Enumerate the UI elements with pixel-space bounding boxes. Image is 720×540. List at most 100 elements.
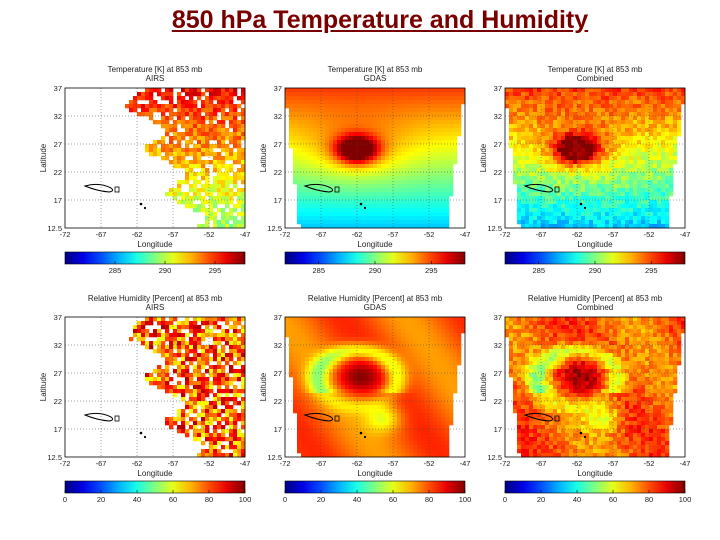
heatmap-cell <box>601 176 606 181</box>
heatmap-cell <box>285 92 290 97</box>
heatmap-cell <box>221 108 226 113</box>
heatmap-cell <box>317 100 322 105</box>
heatmap-cell <box>345 393 350 398</box>
heatmap-cell <box>385 216 390 221</box>
heatmap-cell <box>429 112 434 117</box>
heatmap-cell <box>381 104 386 109</box>
heatmap-cell <box>293 389 298 394</box>
heatmap-cell <box>341 377 346 382</box>
heatmap-cell <box>661 96 666 101</box>
heatmap-cell <box>417 168 422 173</box>
panel-subtitle: Combined <box>577 74 613 83</box>
heatmap-cell <box>189 204 194 209</box>
heatmap-cell <box>237 140 242 145</box>
heatmap-cell <box>313 128 318 133</box>
heatmap-cell <box>349 152 354 157</box>
heatmap-cell <box>621 180 626 185</box>
heatmap-cell <box>641 220 646 225</box>
heatmap-cell <box>349 148 354 153</box>
heatmap-cell <box>365 405 370 410</box>
heatmap-cell <box>601 192 606 197</box>
heatmap-cell <box>437 184 442 189</box>
heatmap-cell <box>237 128 242 133</box>
heatmap-cell <box>577 140 582 145</box>
heatmap-cell <box>553 96 558 101</box>
heatmap-cell <box>589 96 594 101</box>
heatmap-cell <box>297 393 302 398</box>
heatmap-cell <box>629 136 634 141</box>
heatmap-cell <box>373 349 378 354</box>
heatmap-cell <box>409 160 414 165</box>
heatmap-cell <box>293 321 298 326</box>
heatmap-cell <box>673 140 678 145</box>
heatmap-cell <box>645 180 650 185</box>
heatmap-cell <box>429 100 434 105</box>
heatmap-cell <box>301 345 306 350</box>
heatmap-cell <box>185 144 190 149</box>
heatmap-cell <box>193 373 198 378</box>
heatmap-cell <box>417 112 422 117</box>
heatmap-cell <box>629 188 634 193</box>
heatmap-cell <box>445 140 450 145</box>
heatmap-cell <box>193 437 198 442</box>
heatmap-cell <box>305 188 310 193</box>
heatmap-cell <box>205 381 210 386</box>
heatmap-cell <box>645 152 650 157</box>
heatmap-cell <box>609 112 614 117</box>
heatmap-cell <box>429 128 434 133</box>
island-shape <box>139 202 143 206</box>
heatmap-cell <box>237 369 242 374</box>
heatmap-cell <box>581 180 586 185</box>
heatmap-cell <box>525 188 530 193</box>
heatmap-cell <box>329 132 334 137</box>
heatmap-cell <box>317 112 322 117</box>
heatmap-cell <box>177 100 182 105</box>
heatmap-cell <box>629 220 634 225</box>
heatmap-cell <box>157 317 162 322</box>
heatmap-cell <box>609 128 614 133</box>
heatmap-cell <box>321 120 326 125</box>
heatmap-cell <box>533 92 538 97</box>
heatmap-cell <box>565 112 570 117</box>
heatmap-cell <box>653 104 658 109</box>
heatmap-cell <box>609 168 614 173</box>
heatmap-cell <box>313 200 318 205</box>
heatmap-cell <box>633 204 638 209</box>
heatmap-cell <box>157 152 162 157</box>
heatmap-cell <box>289 373 294 378</box>
heatmap-cell <box>569 144 574 149</box>
heatmap-cell <box>637 188 642 193</box>
heatmap-cell <box>537 196 542 201</box>
heatmap-cell <box>381 429 386 434</box>
heatmap-cell <box>409 192 414 197</box>
heatmap-cell <box>561 220 566 225</box>
heatmap-cell <box>193 204 198 209</box>
heatmap-cell <box>225 405 230 410</box>
heatmap-cell <box>641 212 646 217</box>
heatmap-cell <box>389 200 394 205</box>
heatmap-cell <box>185 124 190 129</box>
heatmap-cell <box>597 112 602 117</box>
heatmap-cell <box>653 136 658 141</box>
heatmap-cell <box>361 132 366 137</box>
heatmap-cell <box>233 401 238 406</box>
heatmap-cell <box>637 192 642 197</box>
heatmap-cell <box>613 136 618 141</box>
heatmap-cell <box>341 405 346 410</box>
heatmap-cell <box>385 108 390 113</box>
heatmap-cell <box>645 144 650 149</box>
heatmap-cell <box>361 96 366 101</box>
heatmap-cell <box>357 353 362 358</box>
heatmap-cell <box>549 184 554 189</box>
heatmap-cell <box>365 453 370 458</box>
heatmap-cell <box>389 184 394 189</box>
heatmap-cell <box>213 160 218 165</box>
heatmap-cell <box>581 112 586 117</box>
heatmap-cell <box>557 212 562 217</box>
heatmap-cell <box>597 196 602 201</box>
heatmap-cell <box>241 409 246 414</box>
heatmap-cell <box>649 204 654 209</box>
heatmap-cell <box>589 172 594 177</box>
heatmap-cell <box>201 208 206 213</box>
heatmap-cell <box>337 168 342 173</box>
